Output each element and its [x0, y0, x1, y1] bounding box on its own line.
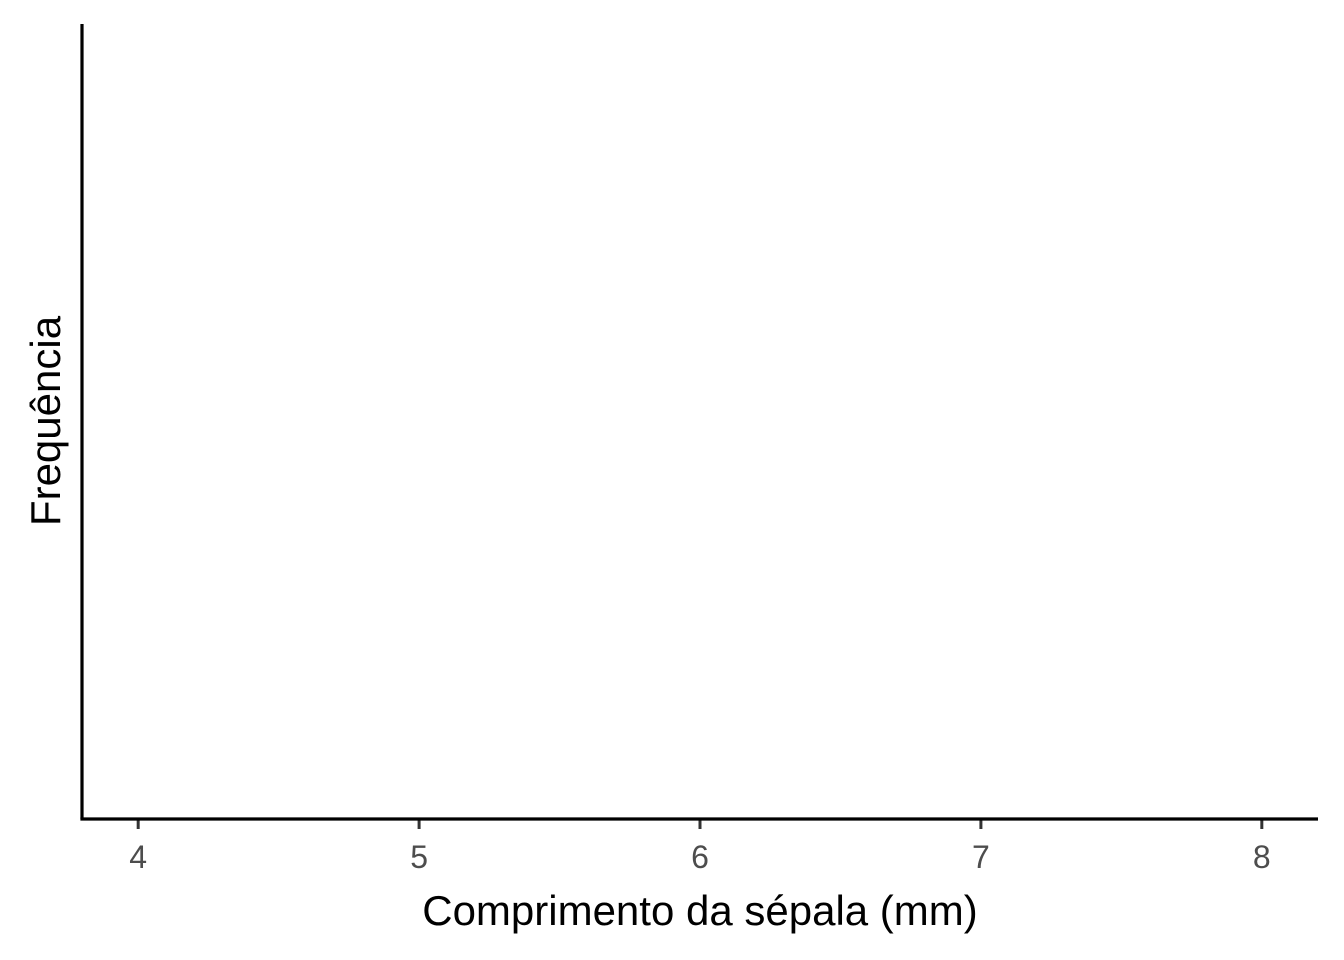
- x-axis-ticks: 4 5 6 7 8: [129, 819, 1271, 875]
- x-tick-label: 7: [972, 839, 990, 875]
- x-tick-label: 8: [1253, 839, 1271, 875]
- x-tick-label: 4: [129, 839, 147, 875]
- x-axis-title: Comprimento da sépala (mm): [422, 887, 978, 934]
- plot-background: [82, 24, 1318, 819]
- y-axis-title: Frequência: [22, 315, 69, 526]
- x-tick-label: 6: [691, 839, 709, 875]
- x-tick-label: 5: [410, 839, 428, 875]
